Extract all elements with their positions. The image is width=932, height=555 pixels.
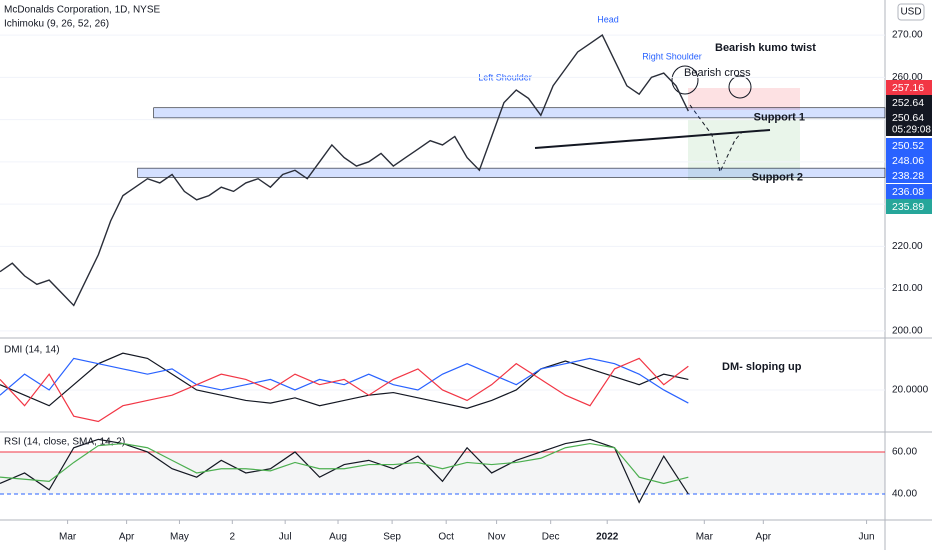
series-line — [0, 34, 689, 307]
x-tick-label: Apr — [119, 532, 135, 543]
rsi-band — [0, 451, 885, 494]
x-tick-label: Nov — [488, 532, 506, 543]
series-line — [0, 352, 689, 409]
highlight-circle — [728, 75, 752, 99]
support-zone — [153, 107, 886, 119]
price-tag-label: 257.16 — [892, 82, 924, 94]
price-tag-label: 250.64 — [892, 112, 924, 124]
price-tag — [886, 138, 932, 153]
price-tag — [886, 153, 932, 168]
zone-label: Support 1 — [754, 112, 805, 124]
annotation: Bearish kumo twist — [715, 42, 816, 54]
x-tick-label: Jul — [279, 532, 292, 543]
indicator-title: Ichimoku (9, 26, 52, 26) — [4, 19, 109, 30]
x-tick-label: 2022 — [596, 532, 619, 543]
currency: USD — [900, 7, 921, 18]
price-tag-label: 238.28 — [892, 170, 924, 182]
price-tag-label: 236.08 — [892, 186, 924, 198]
support-zone — [137, 167, 886, 178]
panel-title: RSI (14, close, SMA, 14, 2) — [4, 437, 125, 448]
price-tag — [886, 95, 932, 110]
x-tick-label: Apr — [756, 532, 772, 543]
y-tick-label: 60.00 — [892, 447, 917, 458]
price-tag — [886, 80, 932, 95]
price-tag-label: 252.64 — [892, 97, 924, 109]
symbol-title: McDonalds Corporation, 1D, NYSE — [4, 5, 161, 16]
price-tag-label: 248.06 — [892, 155, 924, 167]
neckline — [534, 129, 771, 149]
x-tick-label: Jun — [859, 532, 875, 543]
x-tick-label: 2 — [230, 532, 236, 543]
price-tag-label: 250.52 — [892, 140, 924, 152]
price-tag — [886, 110, 932, 136]
panel-title: DMI (14, 14) — [4, 345, 60, 356]
zone-label: Support 2 — [752, 172, 803, 184]
currency-button[interactable] — [897, 3, 925, 21]
price-tag — [886, 184, 932, 199]
series-line — [0, 442, 689, 485]
price-tag-label: 235.89 — [892, 201, 924, 213]
x-tick-label: Sep — [383, 532, 401, 543]
x-tick-label: Aug — [329, 532, 347, 543]
y-tick-label: 210.00 — [892, 283, 923, 294]
annotation: Bearish cross — [684, 67, 751, 79]
y-tick-label: 260.00 — [892, 72, 923, 83]
x-tick-label: Mar — [696, 532, 714, 543]
annotation: Right Shoulder — [642, 51, 702, 61]
series-line — [0, 357, 689, 404]
highlight-circle — [671, 65, 699, 95]
x-tick-label: Oct — [438, 532, 454, 543]
forecast-path — [689, 104, 743, 174]
y-tick-label: 270.00 — [892, 30, 923, 41]
x-tick-label: May — [170, 532, 189, 543]
y-tick-label: 40.00 — [892, 489, 917, 500]
y-tick-label: 200.00 — [892, 325, 923, 336]
target-zone — [688, 120, 800, 180]
series-line — [0, 357, 689, 423]
series-line — [0, 438, 689, 504]
countdown: 05:29:08 — [892, 125, 931, 136]
y-tick-label: 20.0000 — [892, 385, 929, 396]
x-tick-label: Dec — [542, 532, 560, 543]
x-tick-label: Mar — [59, 532, 77, 543]
y-tick-label: 220.00 — [892, 241, 923, 252]
cloud-projection — [688, 88, 800, 110]
price-tag — [886, 199, 932, 214]
annotation: Head — [597, 14, 619, 24]
price-tag — [886, 168, 932, 183]
annotation: DM- sloping up — [722, 361, 802, 373]
